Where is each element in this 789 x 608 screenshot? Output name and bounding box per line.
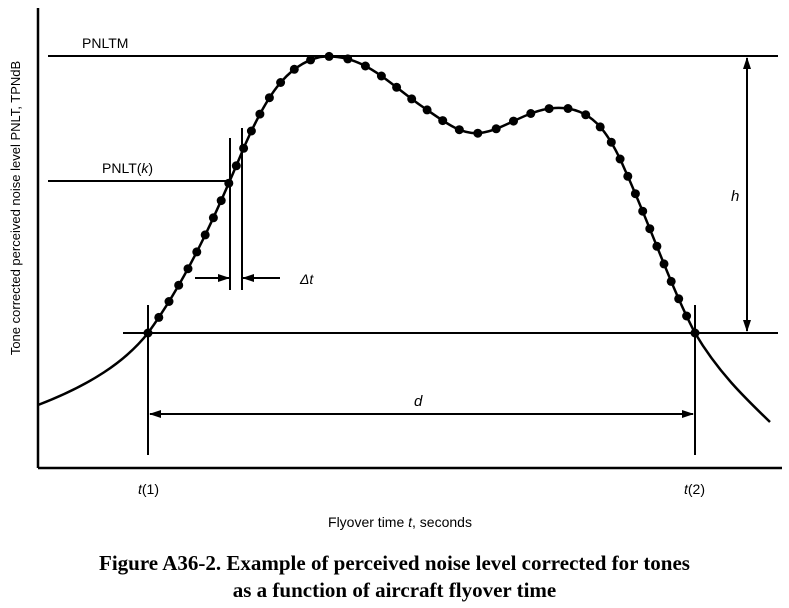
sample-point [174, 280, 184, 290]
sample-point [154, 312, 164, 322]
y-axis-label: Tone corrected perceived noise level PNL… [8, 61, 23, 355]
sample-point [595, 122, 605, 132]
sample-point [638, 206, 648, 216]
sample-point [509, 116, 518, 126]
sample-point [473, 128, 483, 138]
sample-point [563, 104, 573, 113]
sample-point [324, 51, 334, 61]
sample-point [682, 311, 692, 321]
sample-point [164, 297, 174, 306]
sample-point [407, 94, 417, 104]
sample-point [376, 71, 386, 81]
sample-point [216, 196, 226, 206]
sample-point [666, 276, 676, 286]
sample-point [200, 230, 210, 240]
sample-point [652, 241, 662, 251]
delta-t-label: Δt [299, 271, 314, 287]
d-label: d [414, 393, 423, 410]
sample-point [276, 78, 286, 87]
pnltk-label: PNLT(k) [102, 160, 153, 176]
sample-point [630, 189, 640, 199]
sample-point [526, 109, 536, 118]
sample-points [143, 51, 700, 338]
sample-point [606, 137, 616, 147]
figure-caption-line-1: Figure A36-2. Example of perceived noise… [99, 551, 690, 575]
sample-point [255, 109, 265, 119]
sample-point [438, 116, 448, 126]
sample-point [224, 178, 234, 188]
noise-level-diagram: PNLTM PNLT(k) Δt h d t(1) t(2) Flyover t… [8, 8, 782, 530]
sample-point [264, 93, 274, 103]
sample-point [239, 143, 249, 153]
sample-point [192, 247, 202, 257]
sample-point [183, 264, 193, 274]
sample-point [392, 82, 402, 92]
sample-point [491, 124, 501, 134]
sample-point [306, 55, 316, 65]
t2-label: t(2) [684, 481, 705, 497]
sample-point [659, 259, 669, 269]
sample-point [231, 161, 241, 171]
sample-point [615, 154, 625, 164]
sample-point [645, 224, 655, 234]
sample-point [544, 104, 554, 114]
figure-caption-line-2: as a function of aircraft flyover time [232, 578, 557, 602]
sample-point [360, 61, 370, 71]
sample-point [289, 64, 299, 74]
t1-label: t(1) [138, 481, 159, 497]
x-axis-label: Flyover time t, seconds [328, 514, 472, 530]
sample-point [343, 54, 353, 64]
h-label: h [731, 188, 739, 205]
pnltm-label: PNLTM [82, 35, 128, 51]
sample-point [246, 126, 256, 136]
sample-point [581, 110, 591, 120]
sample-point [454, 125, 464, 135]
sample-point [422, 105, 432, 115]
sample-point [208, 213, 218, 223]
sample-point [623, 171, 633, 181]
sample-point [674, 294, 684, 304]
